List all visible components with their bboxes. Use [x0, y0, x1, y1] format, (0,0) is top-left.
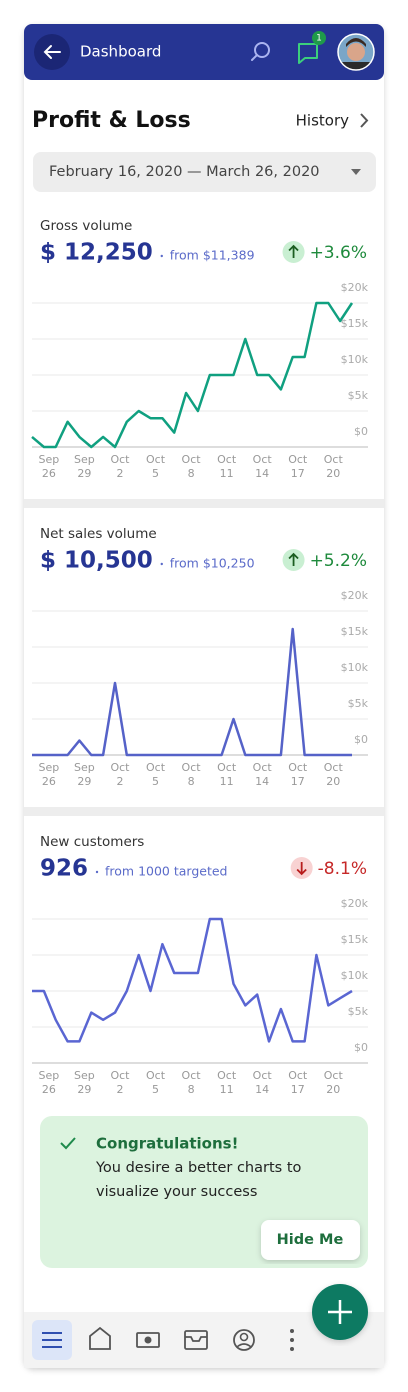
y-tick-label: $15k — [341, 625, 369, 638]
card-amount: $ 12,250 — [40, 240, 153, 266]
x-tick-label: Oct 17 — [288, 1069, 308, 1096]
y-tick-label: $10k — [341, 353, 369, 366]
history-label: History — [296, 112, 349, 130]
nav-profile[interactable] — [233, 1329, 255, 1351]
line-series — [32, 917, 353, 1043]
x-tick-label: Oct 2 — [110, 1069, 130, 1096]
app-bar — [24, 24, 384, 80]
dot — [95, 870, 99, 874]
notification-badge: 1 — [316, 34, 322, 44]
card-change: +3.6% — [310, 243, 367, 263]
y-tick-label: $5k — [348, 1005, 369, 1018]
x-tick-label: Oct 5 — [146, 761, 166, 788]
x-tick-label: Oct 20 — [324, 1069, 344, 1096]
y-tick-label: $10k — [341, 661, 369, 674]
nav-menu[interactable] — [32, 1320, 72, 1360]
nav-home[interactable] — [89, 1326, 111, 1350]
x-tick-label: Oct 11 — [217, 453, 237, 480]
x-tick-label: Sep 29 — [74, 761, 95, 788]
x-tick-label: Oct 14 — [253, 1069, 273, 1096]
trend-arrow — [296, 862, 307, 876]
nav-inbox[interactable] — [184, 1330, 208, 1350]
card-change: -8.1% — [318, 859, 367, 879]
x-tick-label: Sep 26 — [38, 761, 59, 788]
line-series — [32, 627, 352, 757]
card-label: Gross volume — [40, 218, 132, 234]
x-tick-label: Oct 17 — [288, 453, 308, 480]
cards: Gross volume $ 12,250 from $11,389 +3.6% $0 $… — [31, 218, 369, 1096]
y-tick-label: $20k — [341, 589, 369, 602]
card-amount: 926 — [40, 856, 88, 882]
x-tick-label: Sep 26 — [38, 1069, 59, 1096]
card-amount: $ 10,500 — [40, 548, 153, 574]
y-tick-label: $10k — [341, 969, 369, 982]
app-title: Dashboard — [80, 43, 161, 61]
x-tick-label: Oct 8 — [182, 1069, 202, 1096]
line-series — [31, 301, 354, 449]
y-tick-label: $20k — [341, 281, 369, 294]
check-icon — [60, 1137, 76, 1150]
hide-button[interactable]: Hide Me — [261, 1220, 360, 1260]
card-change: +5.2% — [310, 551, 367, 571]
notice-title: Congratulations! — [96, 1135, 238, 1153]
date-picker[interactable]: February 16, 2020 — March 26, 2020 — [33, 152, 376, 192]
x-tick-label: Oct 11 — [217, 761, 237, 788]
app-frame — [24, 24, 384, 1368]
nav-more[interactable] — [290, 1329, 294, 1351]
x-tick-label: Oct 20 — [324, 761, 344, 788]
x-tick-label: Oct 11 — [217, 1069, 237, 1096]
x-tick-label: Sep 29 — [74, 1069, 95, 1096]
y-tick-label: $5k — [348, 697, 369, 710]
y-tick-label: $0 — [354, 425, 368, 438]
y-tick-label: $5k — [348, 389, 369, 402]
x-tick-label: Oct 8 — [182, 453, 202, 480]
x-tick-label: Sep 26 — [38, 453, 59, 480]
history-link[interactable]: History — [296, 112, 369, 130]
back-button[interactable] — [34, 34, 70, 70]
date-range: February 16, 2020 — March 26, 2020 — [49, 164, 320, 180]
separator — [24, 499, 384, 508]
x-tick-label: Oct 2 — [110, 761, 130, 788]
x-tick-label: Oct 14 — [253, 761, 273, 788]
x-tick-label: Oct 2 — [110, 453, 130, 480]
hide-button-label: Hide Me — [277, 1232, 344, 1248]
notice-message: You desire a better charts to — [95, 1160, 302, 1176]
card-from: from $11,389 — [170, 248, 255, 263]
card-label: New customers — [40, 834, 144, 850]
x-tick-label: Oct 17 — [288, 761, 308, 788]
search-button[interactable] — [251, 42, 270, 61]
y-tick-label: $0 — [354, 1041, 368, 1054]
card-from: from 1000 targeted — [105, 864, 227, 879]
x-tick-label: Oct 5 — [146, 453, 166, 480]
page-title: Profit & Loss — [32, 108, 191, 133]
notice-message: visualize your success — [96, 1184, 257, 1200]
dot — [160, 254, 163, 258]
card-label: Net sales volume — [40, 526, 157, 542]
separator — [24, 807, 384, 816]
x-tick-label: Oct 14 — [253, 453, 273, 480]
y-tick-label: $15k — [341, 933, 369, 946]
trend-arrow — [288, 244, 299, 258]
x-tick-label: Oct 20 — [324, 453, 344, 480]
y-tick-label: $0 — [354, 733, 368, 746]
messages-button[interactable] — [298, 31, 326, 64]
x-tick-label: Oct 8 — [182, 761, 202, 788]
y-tick-label: $15k — [341, 317, 369, 330]
nav-money[interactable] — [136, 1332, 160, 1348]
y-tick-label: $20k — [341, 897, 369, 910]
x-tick-label: Sep 29 — [74, 453, 95, 480]
add-button[interactable] — [312, 1284, 368, 1340]
x-tick-label: Oct 5 — [146, 1069, 166, 1096]
avatar[interactable] — [337, 33, 375, 74]
trend-arrow — [288, 552, 299, 566]
dot — [160, 562, 163, 566]
card-from: from $10,250 — [170, 556, 255, 571]
